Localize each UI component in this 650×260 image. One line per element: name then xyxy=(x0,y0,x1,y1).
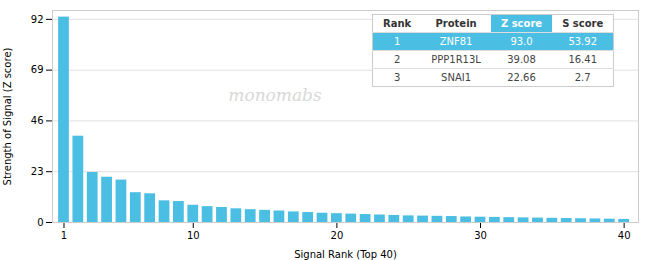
html-text:2.7: 2.7 xyxy=(574,72,591,83)
html-text:ZNF81: ZNF81 xyxy=(439,36,473,47)
html-text:PPP1R13L: PPP1R13L xyxy=(431,54,481,65)
html-text:39.08: 39.08 xyxy=(507,54,536,65)
html-text:Protein: Protein xyxy=(435,18,477,29)
svg-text:monomabs: monomabs xyxy=(228,85,322,105)
html-text:S score: S score xyxy=(562,18,604,29)
html-text:Rank: Rank xyxy=(383,18,412,29)
html-text:53.92: 53.92 xyxy=(568,36,597,47)
svg-text:40: 40 xyxy=(618,230,631,241)
svg-text:46: 46 xyxy=(31,115,44,126)
svg-text:Signal Rank (Top 40): Signal Rank (Top 40) xyxy=(294,249,397,260)
html-text:SNAI1: SNAI1 xyxy=(441,72,472,83)
svg-text:30: 30 xyxy=(474,230,487,241)
svg-text:0: 0 xyxy=(37,217,43,228)
html-text:93.0: 93.0 xyxy=(510,36,533,47)
html-text:22.66: 22.66 xyxy=(507,72,536,83)
html-text:2: 2 xyxy=(393,54,401,65)
html-text:Z score: Z score xyxy=(500,18,543,29)
html-text:3: 3 xyxy=(393,72,401,83)
svg-text:23: 23 xyxy=(31,166,44,177)
svg-text:69: 69 xyxy=(31,64,44,75)
svg-text:92: 92 xyxy=(31,14,44,25)
svg-text:Strength of Signal (Z score): Strength of Signal (Z score) xyxy=(2,47,13,185)
svg-text:10: 10 xyxy=(187,230,200,241)
html-text:1: 1 xyxy=(393,36,401,47)
html-text:16.41: 16.41 xyxy=(568,54,597,65)
svg-text:1: 1 xyxy=(61,230,67,241)
svg-text:20: 20 xyxy=(331,230,344,241)
